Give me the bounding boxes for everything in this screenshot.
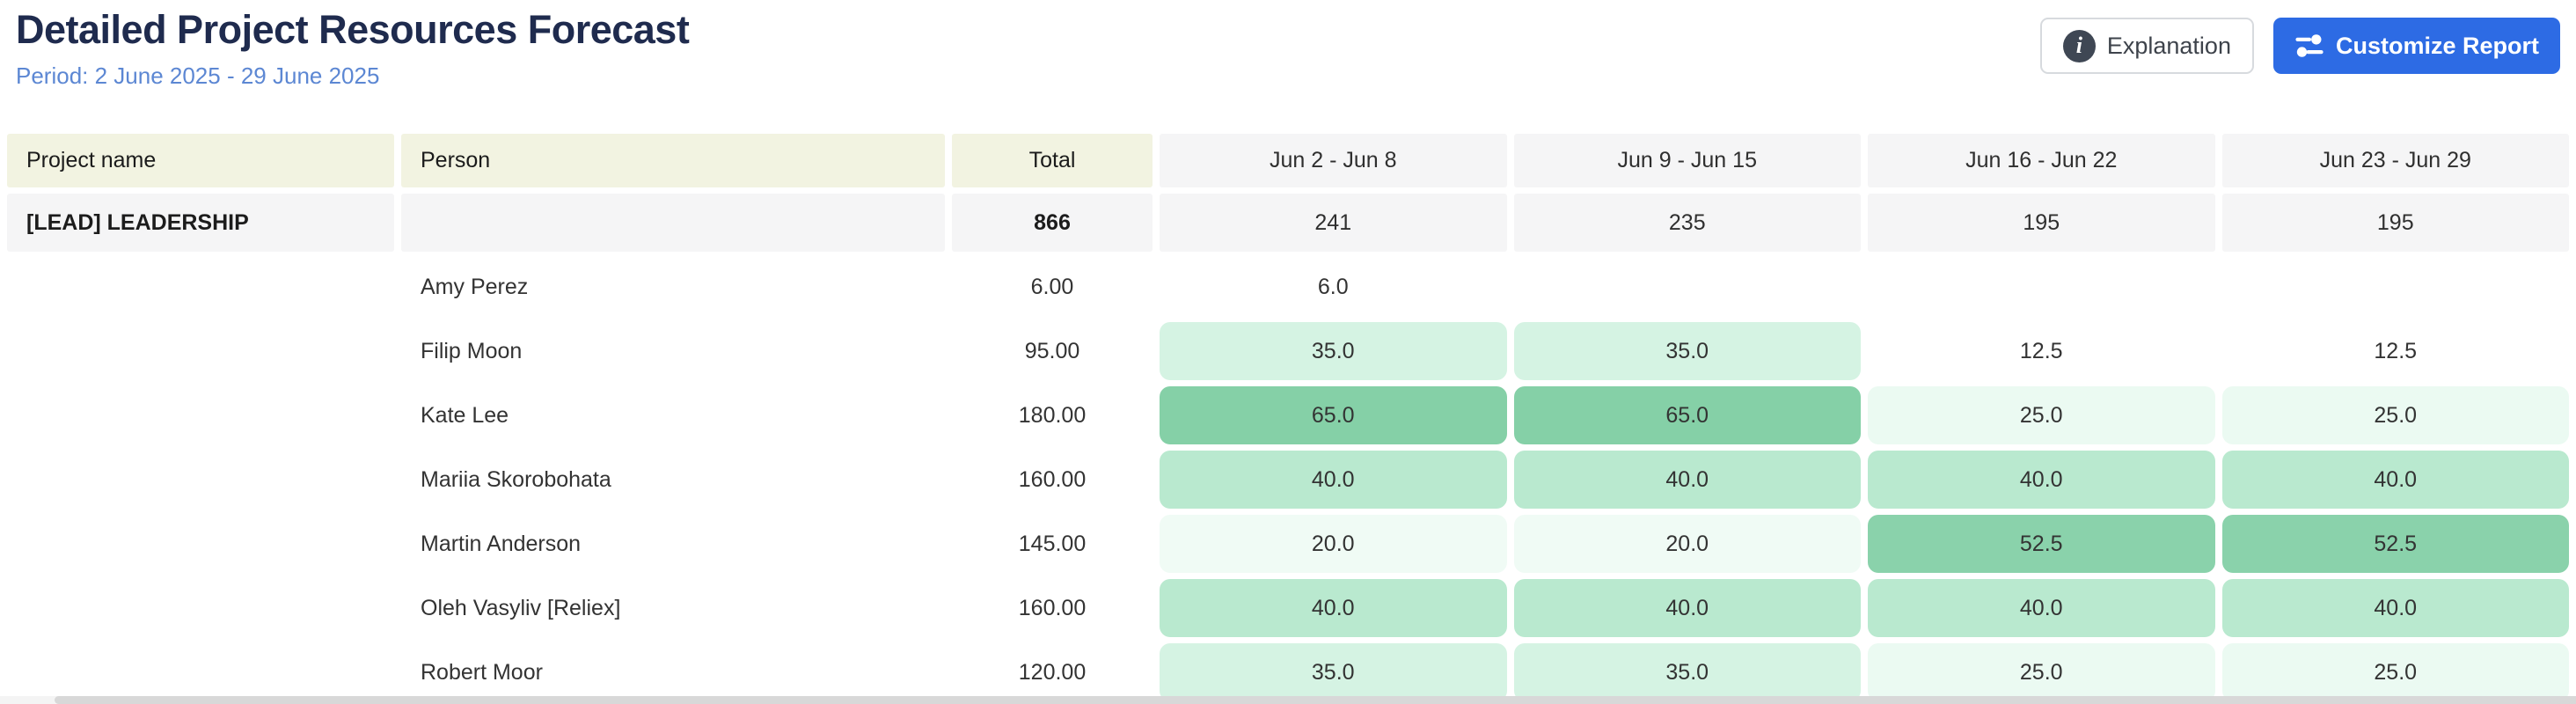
explanation-button[interactable]: i Explanation: [2039, 18, 2254, 74]
customize-report-button-label: Customize Report: [2335, 32, 2539, 59]
summary-week-value-cell: 195: [2221, 194, 2569, 252]
col-header-jun-16-jun-22: Jun 16 - Jun 22: [1868, 134, 2215, 187]
person-name-cell: Martin Anderson: [421, 531, 582, 556]
person-total-cell: 6.00: [1030, 274, 1074, 299]
week-allocation-cell: [1514, 258, 1862, 316]
project-name-empty-cell: [7, 386, 394, 444]
week-allocation-cell: [1868, 258, 2215, 316]
toolbar: i Explanation Customize Report: [2039, 18, 2560, 74]
project-name-empty-cell: [7, 451, 394, 509]
person-total-cell: 95.00: [1024, 338, 1080, 363]
explanation-button-label: Explanation: [2106, 32, 2231, 59]
col-header-total: Total: [952, 134, 1153, 187]
week-allocation-cell: 25.0: [2221, 386, 2569, 444]
person-name-cell: Oleh Vasyliv [Reliex]: [421, 595, 621, 620]
week-allocation-cell: 40.0: [1868, 579, 2215, 637]
col-header-jun-9-jun-15: Jun 9 - Jun 15: [1513, 134, 1861, 187]
week-allocation-cell: 40.0: [1513, 451, 1861, 509]
week-allocation-cell: 52.5: [2221, 515, 2569, 573]
summary-total-cell: 866: [952, 194, 1153, 252]
summary-project-name-cell: [LEAD] LEADERSHIP: [7, 194, 394, 252]
week-allocation-cell: 12.5: [2374, 338, 2418, 363]
person-row: Amy Perez 6.00 6.0: [7, 258, 2569, 316]
week-allocation-cell: 25.0: [2221, 643, 2569, 701]
person-total-cell: 180.00: [1018, 402, 1087, 428]
week-allocation-cell: 52.5: [1868, 515, 2215, 573]
horizontal-scrollbar-thumb[interactable]: [55, 696, 2576, 704]
person-total-cell: 160.00: [1018, 466, 1087, 492]
week-allocation-cell: 20.0: [1160, 515, 1507, 573]
week-allocation-cell: 35.0: [1513, 322, 1861, 380]
person-name-cell: Mariia Skorobohata: [421, 466, 611, 492]
summary-week-value-cell: 241: [1160, 194, 1507, 252]
summary-week-value-cell: 195: [1868, 194, 2215, 252]
summary-person-cell: [401, 194, 945, 252]
person-total-cell: 160.00: [1018, 595, 1087, 620]
forecast-table-body: [LEAD] LEADERSHIP 866 241 235 195 195 Amy Pere…: [7, 194, 2569, 701]
week-allocation-cell: 65.0: [1513, 386, 1861, 444]
forecast-table: Project name Person Total Jun 2 - Jun 8 Jun …: [0, 128, 2576, 704]
week-allocation-cell: 40.0: [1868, 451, 2215, 509]
project-summary-row: [LEAD] LEADERSHIP 866 241 235 195 195: [7, 194, 2569, 252]
person-row: Robert Moor 120.00 35.0 35.0 25.0 25.0: [7, 643, 2569, 701]
week-allocation-cell: 65.0: [1160, 386, 1507, 444]
project-name-empty-cell: [7, 322, 394, 380]
person-row: Oleh Vasyliv [Reliex] 160.00 40.0 40.0 40.0 4…: [7, 579, 2569, 637]
horizontal-scrollbar-track: [0, 696, 2576, 704]
person-row: Martin Anderson 145.00 20.0 20.0 52.5 52.5: [7, 515, 2569, 573]
info-icon: i: [2062, 29, 2096, 62]
person-row: Filip Moon 95.00 35.0 35.0 12.5 12.5: [7, 322, 2569, 380]
project-name-empty-cell: [7, 579, 394, 637]
person-total-cell: 145.00: [1018, 531, 1087, 556]
week-allocation-cell: 35.0: [1160, 322, 1507, 380]
page-title: Detailed Project Resources Forecast: [16, 7, 690, 52]
person-name-cell: Kate Lee: [421, 402, 509, 428]
report-header: Detailed Project Resources Forecast Peri…: [0, 0, 2576, 128]
person-name-cell: Filip Moon: [421, 338, 523, 363]
person-total-cell: 120.00: [1018, 659, 1087, 685]
col-header-project-name: Project name: [7, 134, 394, 187]
project-name-empty-cell: [7, 643, 394, 701]
header-row: Project name Person Total Jun 2 - Jun 8 Jun …: [7, 134, 2569, 187]
period-selector[interactable]: Period: 2 June 2025 - 29 June 2025: [16, 62, 380, 89]
col-header-jun-23-jun-29: Jun 23 - Jun 29: [2221, 134, 2569, 187]
project-name-empty-cell: [7, 515, 394, 573]
week-allocation-cell: 25.0: [1868, 643, 2215, 701]
sliders-icon: [2294, 31, 2324, 61]
week-allocation-cell: 25.0: [1868, 386, 2215, 444]
person-row: Mariia Skorobohata 160.00 40.0 40.0 40.0 40.0: [7, 451, 2569, 509]
week-allocation-cell: 20.0: [1513, 515, 1861, 573]
customize-report-button[interactable]: Customize Report: [2272, 18, 2560, 74]
week-allocation-cell: 35.0: [1513, 643, 1861, 701]
week-allocation-cell: 40.0: [2221, 451, 2569, 509]
forecast-table-head: Project name Person Total Jun 2 - Jun 8 Jun …: [7, 134, 2569, 187]
week-allocation-cell: 40.0: [1160, 579, 1507, 637]
col-header-person: Person: [401, 134, 945, 187]
person-name-cell: Robert Moor: [421, 659, 543, 685]
week-allocation-cell: 12.5: [2019, 338, 2063, 363]
project-name-empty-cell: [7, 258, 394, 316]
week-allocation-cell: 6.0: [1317, 274, 1349, 299]
week-allocation-cell: 40.0: [2221, 579, 2569, 637]
person-row: Kate Lee 180.00 65.0 65.0 25.0 25.0: [7, 386, 2569, 444]
week-allocation-cell: 35.0: [1160, 643, 1507, 701]
person-name-cell: Amy Perez: [421, 274, 529, 299]
week-allocation-cell: 40.0: [1513, 579, 1861, 637]
week-allocation-cell: [2222, 258, 2570, 316]
col-header-jun-2-jun-8: Jun 2 - Jun 8: [1160, 134, 1507, 187]
summary-week-value-cell: 235: [1513, 194, 1861, 252]
week-allocation-cell: 40.0: [1160, 451, 1507, 509]
